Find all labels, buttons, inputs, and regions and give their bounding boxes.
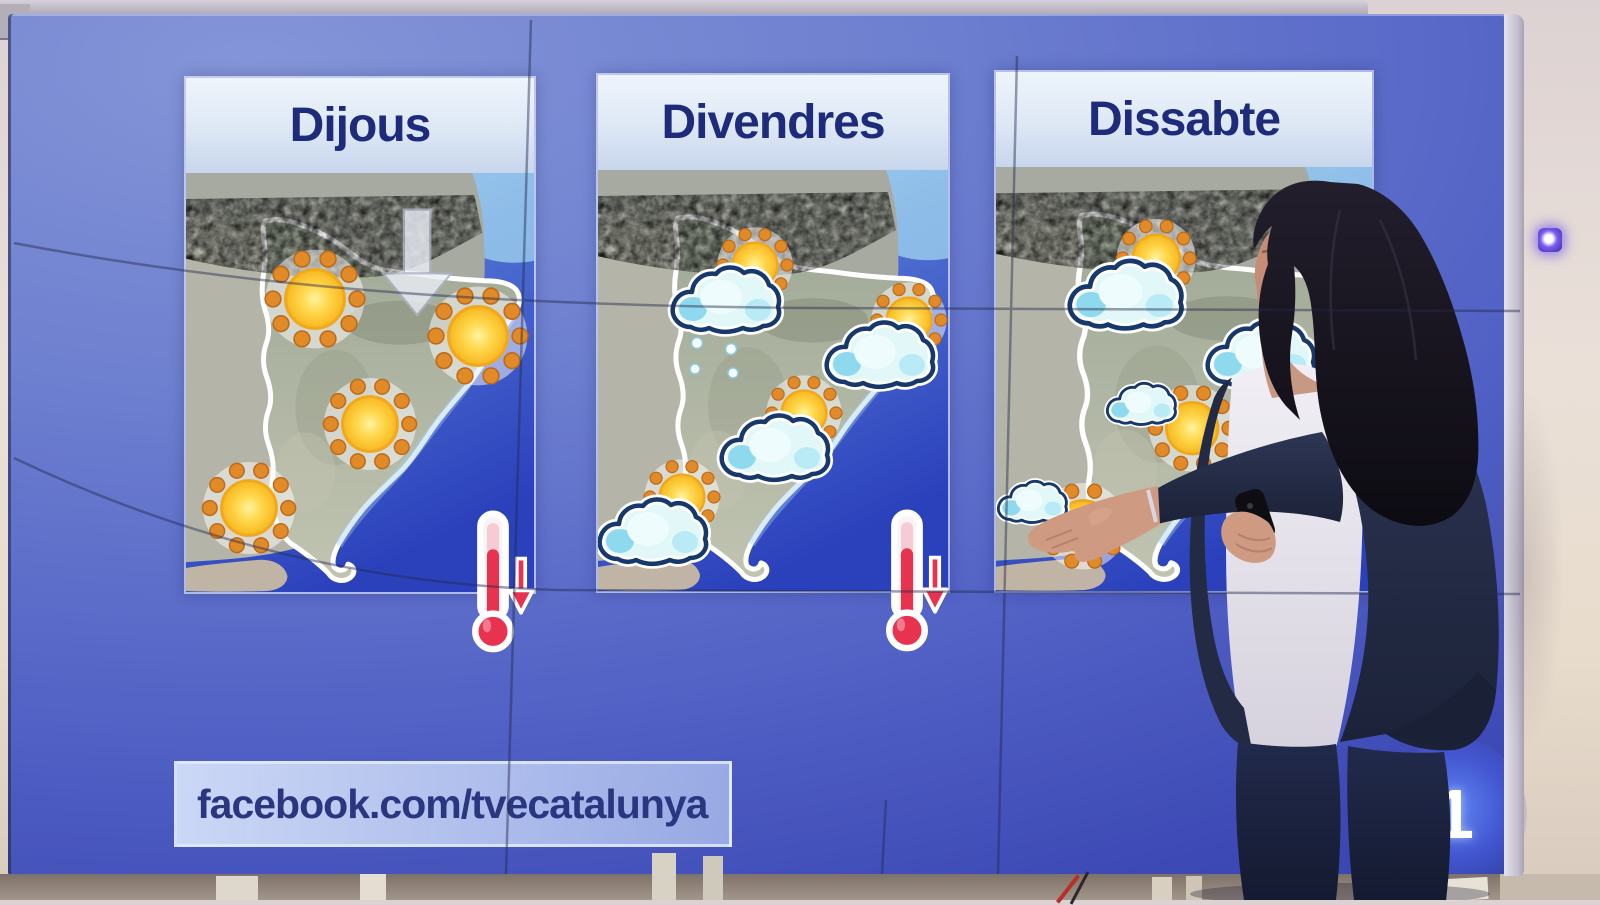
stand-foot bbox=[1186, 876, 1202, 900]
stand-post bbox=[703, 856, 723, 900]
stand-post bbox=[652, 853, 676, 900]
weather-map-catalonia bbox=[996, 167, 1372, 591]
floor-strip bbox=[1445, 876, 1489, 902]
temperature-drop-icon bbox=[458, 506, 542, 656]
logo-digit: 1 bbox=[1435, 775, 1474, 853]
stand-foot bbox=[216, 876, 258, 900]
weather-map-catalonia bbox=[598, 170, 948, 591]
videowall-side-bezel bbox=[1504, 14, 1524, 876]
forecast-card-friday: Divendres bbox=[596, 73, 950, 593]
day-label: Divendres bbox=[598, 75, 948, 170]
day-label: Dijous bbox=[186, 78, 534, 173]
stand-foot bbox=[360, 874, 386, 900]
facebook-url-banner: facebook.com/tvecatalunya bbox=[174, 761, 732, 847]
forecast-card-thursday: Dijous bbox=[184, 76, 536, 594]
day-label: Dissabte bbox=[996, 72, 1372, 167]
studio-floor-right bbox=[1500, 874, 1600, 900]
facebook-url-text: facebook.com/tvecatalunya bbox=[197, 780, 708, 827]
presenter-shadow bbox=[1484, 390, 1564, 750]
forecast-card-saturday: Dissabte bbox=[994, 70, 1374, 593]
wall-light-icon bbox=[1538, 228, 1562, 252]
videowall: Dijous Divendres Dissabte facebook.com/t… bbox=[8, 14, 1527, 892]
weather-map-catalonia bbox=[186, 173, 534, 592]
temperature-drop-icon bbox=[872, 505, 956, 655]
stand-foot bbox=[1152, 877, 1172, 900]
tve-la1-logo: 1 bbox=[1387, 738, 1527, 892]
